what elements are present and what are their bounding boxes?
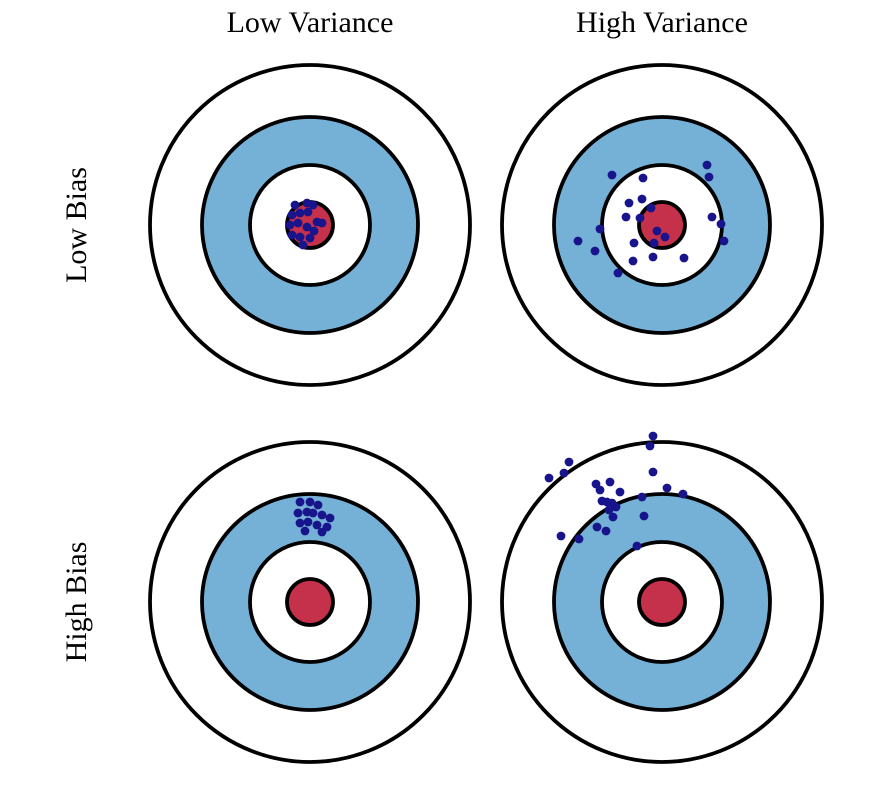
data-point (660, 232, 670, 242)
data-point (559, 468, 569, 478)
data-point (635, 213, 645, 223)
data-point (628, 256, 638, 266)
data-point (639, 511, 649, 521)
data-point (645, 441, 655, 451)
data-point (544, 473, 554, 483)
column-label-high-variance: High Variance (576, 6, 748, 39)
data-point (564, 457, 574, 467)
data-point (707, 212, 717, 222)
data-point (648, 431, 658, 441)
data-point (308, 508, 318, 518)
data-point (287, 210, 297, 220)
data-point (716, 219, 726, 229)
data-point (607, 170, 617, 180)
data-point (637, 492, 647, 502)
data-point (615, 487, 625, 497)
data-point (702, 160, 712, 170)
data-point (595, 485, 605, 495)
data-point (637, 194, 647, 204)
target-high-bias-high-variance (500, 431, 824, 764)
target-low-bias-high-variance (500, 63, 824, 387)
data-point (605, 477, 615, 487)
target-high-bias-low-variance (148, 440, 472, 764)
data-point (595, 224, 605, 234)
data-point (679, 253, 689, 263)
data-point (608, 512, 618, 522)
data-point (303, 207, 313, 217)
data-point (601, 526, 611, 536)
data-point (305, 497, 315, 507)
data-point (592, 522, 602, 532)
data-point (648, 467, 658, 477)
data-point (317, 218, 327, 228)
data-point (295, 497, 305, 507)
data-point (646, 203, 656, 213)
data-point (704, 172, 714, 182)
data-point (325, 513, 335, 523)
data-point (295, 518, 305, 528)
data-point (293, 218, 303, 228)
target-low-bias-low-variance (148, 63, 472, 387)
data-point (300, 526, 310, 536)
data-point (317, 510, 327, 520)
data-point (313, 500, 323, 510)
bullseye (637, 200, 687, 250)
data-point (290, 200, 300, 210)
bullseye (285, 577, 335, 627)
row-label-high-bias: High Bias (60, 542, 93, 663)
bullseye (637, 577, 687, 627)
data-point (298, 240, 308, 250)
data-point (719, 236, 729, 246)
data-point (678, 489, 688, 499)
column-label-low-variance: Low Variance (227, 6, 394, 39)
data-point (287, 230, 297, 240)
data-point (604, 505, 614, 515)
data-point (556, 531, 566, 541)
data-point (305, 233, 315, 243)
data-point (295, 208, 305, 218)
data-point (302, 222, 312, 232)
data-point (303, 517, 313, 527)
data-point (317, 527, 327, 537)
data-point (621, 212, 631, 222)
targets-group (148, 63, 824, 764)
data-point (295, 232, 305, 242)
data-point (638, 173, 648, 183)
data-point (624, 198, 634, 208)
data-point (632, 541, 642, 551)
data-point (649, 238, 659, 248)
data-point (309, 226, 319, 236)
data-point (574, 534, 584, 544)
data-point (648, 252, 658, 262)
row-label-low-bias: Low Bias (60, 167, 93, 283)
data-point (573, 236, 583, 246)
data-point (662, 483, 672, 493)
data-point (308, 200, 318, 210)
data-point (652, 226, 662, 236)
data-point (613, 268, 623, 278)
data-point (629, 238, 639, 248)
data-point (611, 502, 621, 512)
data-point (590, 246, 600, 256)
data-point (293, 508, 303, 518)
data-point (285, 220, 295, 230)
data-point (312, 520, 322, 530)
